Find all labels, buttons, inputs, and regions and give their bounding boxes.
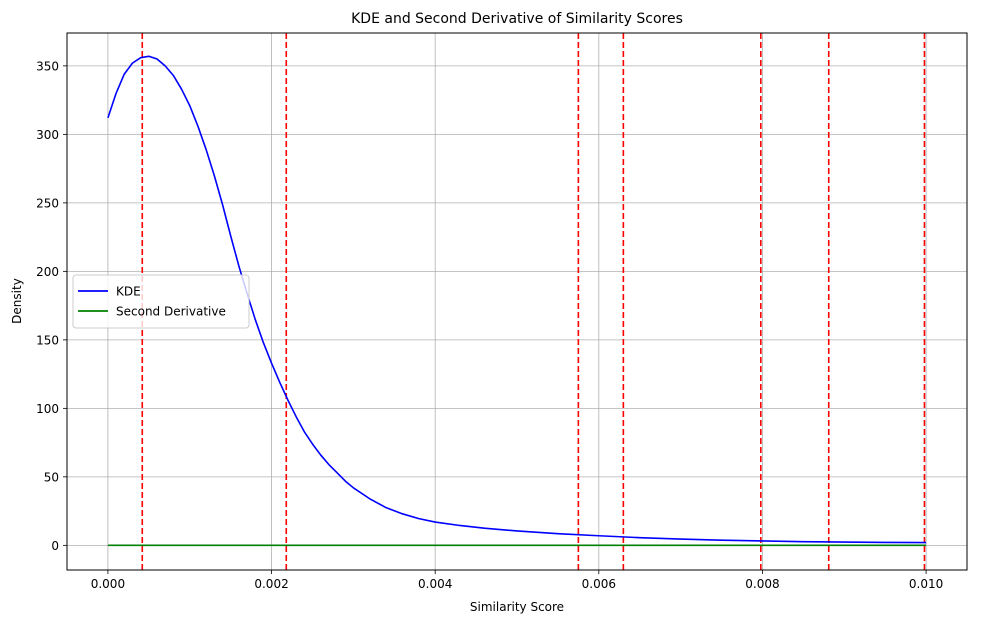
y-tick-label: 150	[36, 333, 59, 347]
y-axis: 0 50 100 150 200 250 300 350	[36, 59, 67, 553]
grid	[67, 33, 967, 570]
y-tick-label: 50	[44, 470, 59, 484]
x-tick-label: 0.010	[909, 577, 943, 591]
x-tick-label: 0.006	[582, 577, 616, 591]
legend-label-kde: KDE	[116, 285, 141, 299]
x-tick-label: 0.004	[418, 577, 452, 591]
legend-box	[72, 274, 250, 329]
y-tick-label: 300	[36, 128, 59, 142]
series-line-kde	[107, 55, 927, 544]
x-tick-label: 0.008	[745, 577, 779, 591]
x-axis: 0.000 0.002 0.004 0.006 0.008 0.010	[91, 570, 943, 591]
series-lines	[107, 55, 927, 547]
x-tick-label: 0.002	[254, 577, 288, 591]
y-tick-label: 0	[51, 539, 59, 553]
y-axis-label: Density	[10, 278, 24, 324]
plot-frame	[66, 32, 968, 571]
y-tick-label: 250	[36, 196, 59, 210]
x-axis-label: Similarity Score	[470, 600, 564, 614]
y-tick-label: 100	[36, 402, 59, 416]
chart-title: KDE and Second Derivative of Similarity …	[351, 11, 683, 27]
x-tick-label: 0.000	[91, 577, 125, 591]
y-tick-label: 200	[36, 265, 59, 279]
legend-label-second-derivative: Second Derivative	[116, 305, 226, 319]
y-tick-label: 350	[36, 59, 59, 73]
legend: KDE Second Derivative	[72, 274, 250, 329]
